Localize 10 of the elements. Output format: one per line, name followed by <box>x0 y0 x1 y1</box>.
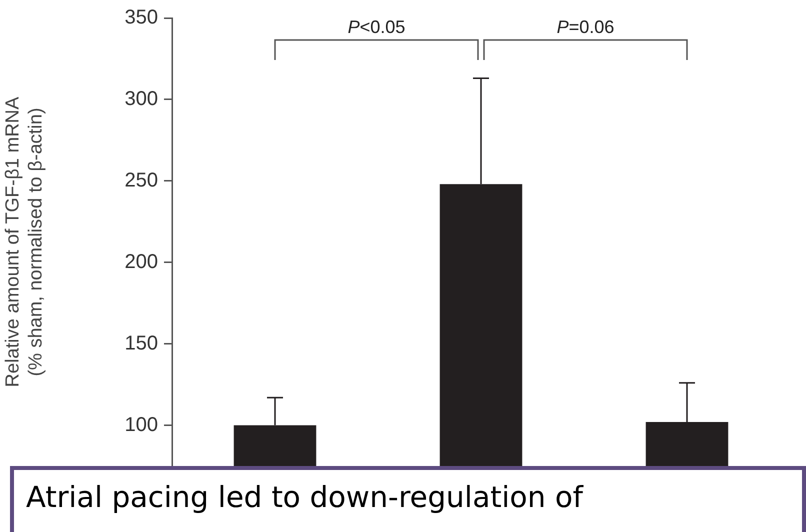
annotation: P<0.05 <box>348 16 406 37</box>
y-tick-label: 300 <box>124 88 158 110</box>
y-tick-label: 100 <box>124 414 158 436</box>
y-tick-label: 350 <box>124 6 158 29</box>
annotation: P=0.06 <box>556 16 614 37</box>
y-axis-title: Relative amount of TGF-β1 mRNA (% sham, normalised to β-actin) <box>2 96 46 388</box>
text: Atrial pacing led to down-regulation of <box>10 466 806 532</box>
y-tick-label: 200 <box>124 250 158 273</box>
y-tick-label: 150 <box>124 332 158 354</box>
y-tick-label: 250 <box>124 169 158 192</box>
